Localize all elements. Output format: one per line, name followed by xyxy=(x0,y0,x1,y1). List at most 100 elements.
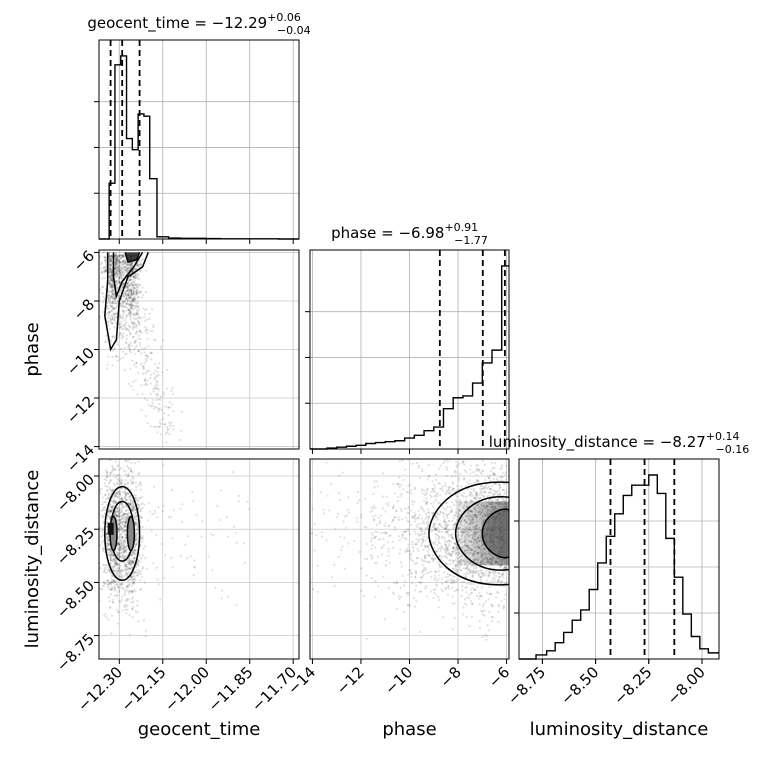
sample-point xyxy=(138,263,141,266)
sample-point xyxy=(396,483,399,486)
sample-point xyxy=(483,609,486,612)
sample-point xyxy=(113,298,116,301)
sample-point xyxy=(114,263,117,266)
sample-point xyxy=(110,284,113,287)
sample-point xyxy=(156,387,159,390)
sample-point xyxy=(165,431,169,434)
sample-point xyxy=(397,595,400,598)
sample-point xyxy=(410,492,413,495)
sample-point xyxy=(124,270,127,273)
sample-point xyxy=(156,384,159,387)
sample-point xyxy=(149,351,152,354)
sample-point xyxy=(111,306,114,309)
sample-point xyxy=(128,582,131,586)
sample-point xyxy=(132,296,135,300)
sample-point xyxy=(155,393,158,396)
sample-point xyxy=(486,624,489,627)
sample-point xyxy=(168,425,171,428)
sample-point xyxy=(103,567,106,570)
sample-point xyxy=(429,590,433,593)
sample-point xyxy=(143,362,146,365)
sample-point xyxy=(109,285,113,288)
sample-point xyxy=(383,543,386,546)
sample-point xyxy=(478,626,482,630)
sample-point xyxy=(451,586,454,590)
sample-point xyxy=(400,565,403,568)
sample-point xyxy=(137,569,140,573)
sample-point xyxy=(106,485,109,488)
sample-point xyxy=(119,254,122,257)
sample-point xyxy=(150,529,153,532)
title-sub: −0.16 xyxy=(716,443,750,456)
sample-point xyxy=(455,589,458,592)
sample-point xyxy=(123,484,126,487)
sample-point xyxy=(124,589,127,593)
sample-point xyxy=(393,516,396,519)
sample-point xyxy=(123,526,126,529)
sample-point xyxy=(122,262,125,265)
sample-point xyxy=(106,536,109,539)
sample-point xyxy=(435,594,438,597)
sample-point xyxy=(420,490,423,493)
sample-point xyxy=(107,494,110,497)
sample-point xyxy=(169,516,172,519)
sample-point xyxy=(124,258,127,261)
sample-point xyxy=(136,292,139,295)
sample-point xyxy=(414,514,417,517)
sample-point xyxy=(124,529,127,532)
sample-point xyxy=(385,502,388,505)
sample-point xyxy=(122,294,125,297)
sample-point xyxy=(132,280,135,283)
sample-point xyxy=(504,491,507,494)
sample-point xyxy=(116,265,120,268)
sample-point xyxy=(140,331,143,334)
sample-point xyxy=(100,487,103,490)
sample-point xyxy=(484,633,487,637)
sample-point xyxy=(130,299,133,302)
contour-line xyxy=(126,515,136,552)
sample-point xyxy=(137,507,140,510)
sample-point xyxy=(130,288,133,291)
sample-point xyxy=(444,482,447,485)
sample-point xyxy=(124,261,127,264)
sample-point xyxy=(152,387,155,391)
sample-point xyxy=(180,520,183,523)
sample-point xyxy=(134,302,137,305)
sample-point xyxy=(113,499,116,502)
sample-point xyxy=(144,313,147,316)
sample-point xyxy=(132,561,135,564)
sample-point xyxy=(122,255,125,258)
sample-point xyxy=(109,318,112,322)
sample-point xyxy=(130,263,133,266)
sample-point xyxy=(161,509,164,513)
sample-point xyxy=(124,298,127,301)
sample-point xyxy=(117,260,121,263)
sample-point xyxy=(107,579,110,583)
sample-point xyxy=(124,521,127,524)
sample-point xyxy=(439,557,442,560)
sample-point xyxy=(116,496,119,499)
sample-point xyxy=(128,633,131,636)
sample-point xyxy=(129,279,132,282)
sample-point xyxy=(136,286,139,289)
sample-point xyxy=(132,335,135,339)
sample-point xyxy=(385,559,388,562)
sample-point xyxy=(121,530,124,533)
sample-point xyxy=(143,581,146,584)
sample-point xyxy=(440,577,443,580)
sample-point xyxy=(100,587,103,590)
sample-point xyxy=(414,576,417,579)
sample-point xyxy=(118,563,121,566)
sample-point xyxy=(105,571,108,574)
sample-point xyxy=(453,589,456,593)
sample-point xyxy=(469,472,472,475)
sample-point xyxy=(130,302,133,305)
sample-point xyxy=(119,325,122,328)
sample-point xyxy=(136,306,139,309)
sample-point xyxy=(117,586,120,589)
sample-point xyxy=(131,476,134,479)
sample-point xyxy=(130,306,133,309)
panel-title-phase: phase = −6.98+0.91 −1.77 xyxy=(331,221,488,247)
sample-point xyxy=(133,577,136,581)
sample-point xyxy=(124,572,127,575)
